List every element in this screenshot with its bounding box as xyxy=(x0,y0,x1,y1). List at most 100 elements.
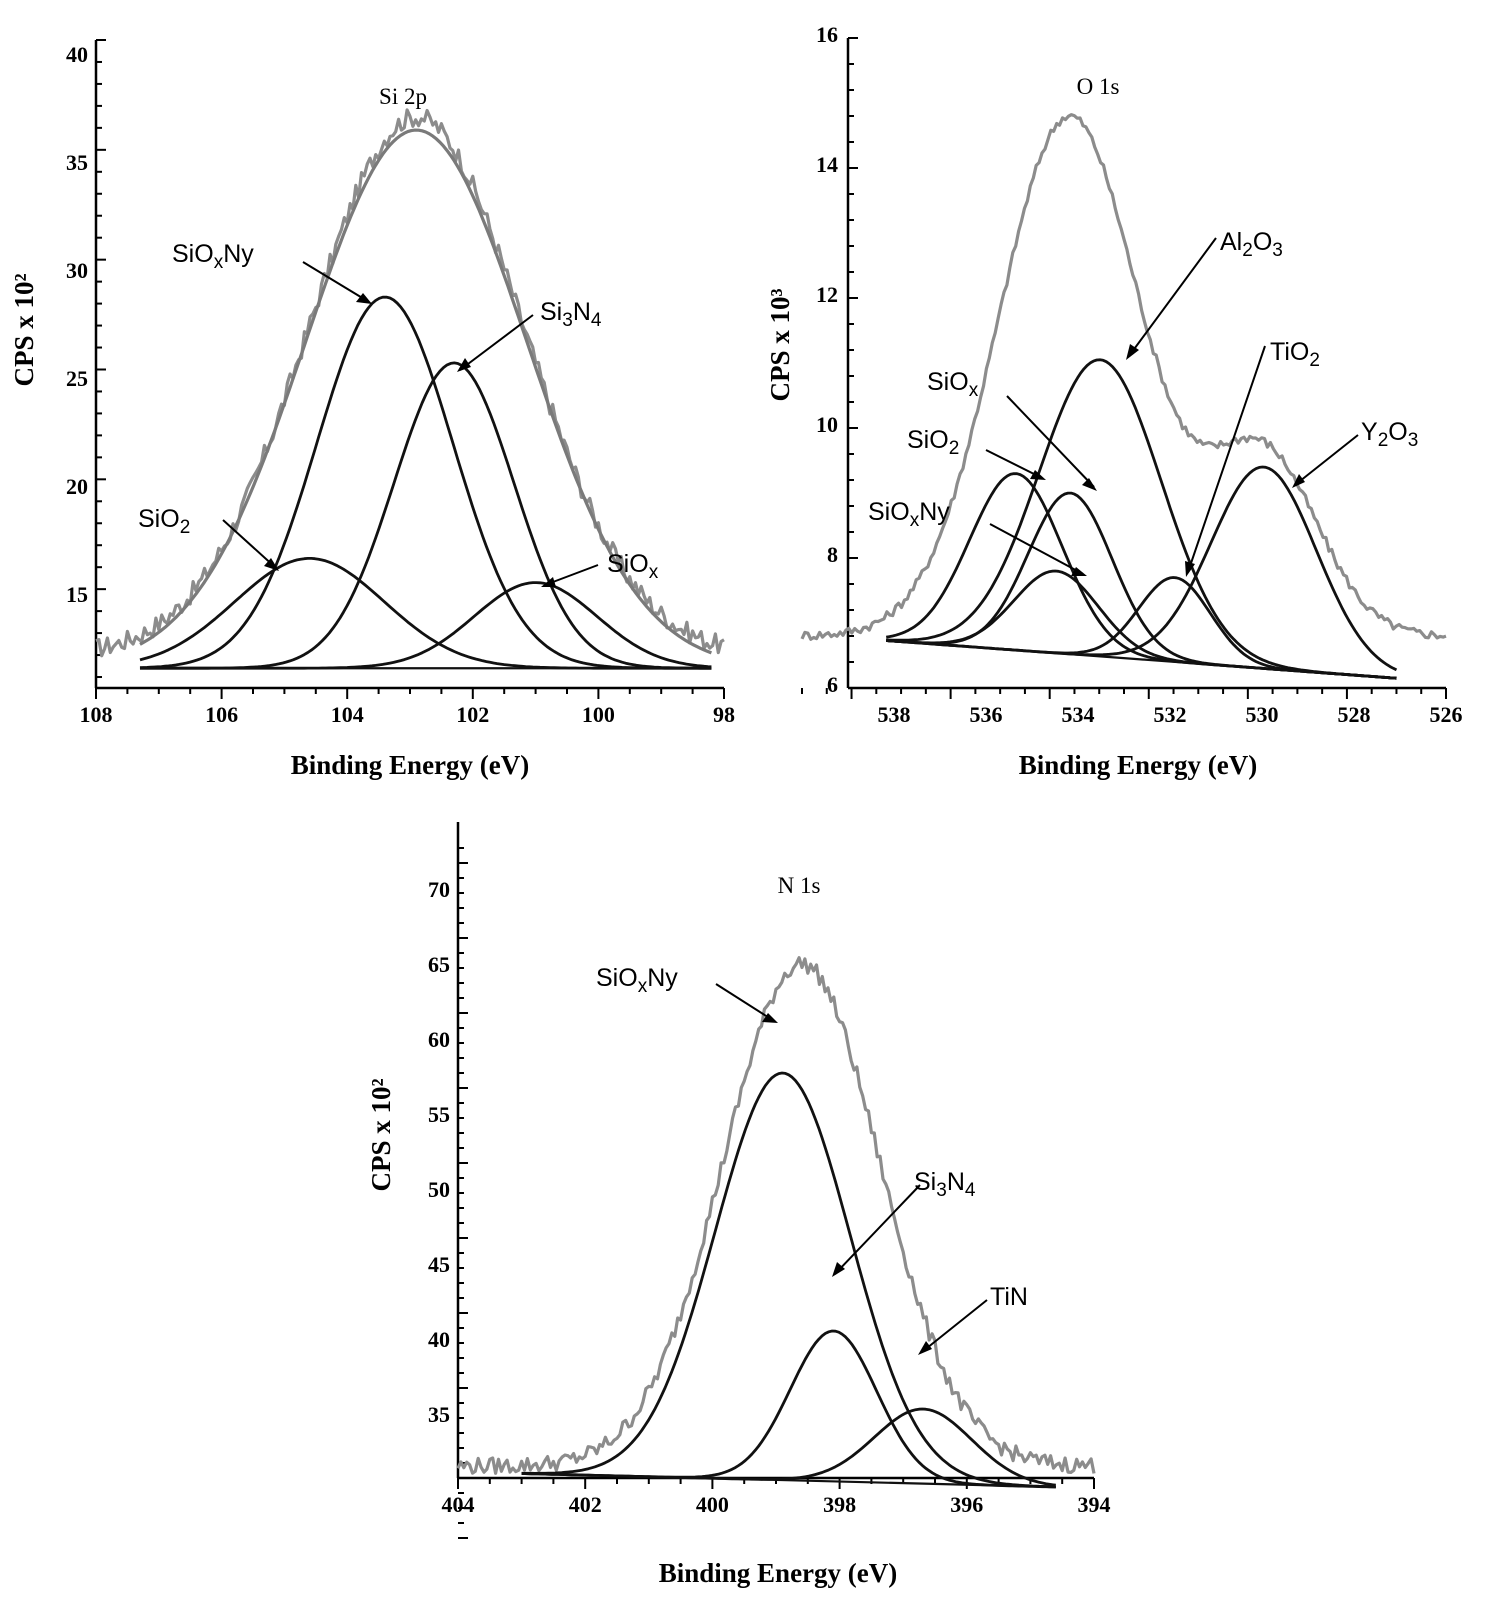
component-peak-tin xyxy=(521,1407,1056,1487)
arrowhead xyxy=(1030,470,1046,480)
n1s-x-axis: 404 402 400 398 396 394 xyxy=(442,1476,1111,1517)
component-peak-sioxny xyxy=(521,1071,1056,1489)
component-peak-si3n4 xyxy=(140,361,712,670)
x-tick-label: 400 xyxy=(696,1492,729,1517)
arrowhead xyxy=(1185,561,1195,577)
annotation-arrow xyxy=(715,983,775,1022)
annotation-al2o3: Al2O3 xyxy=(1220,228,1283,261)
annotation-arrow xyxy=(989,523,1084,575)
y-tick-label: 35 xyxy=(428,1402,450,1427)
arrowhead xyxy=(1126,344,1139,360)
x-tick-label: 404 xyxy=(442,1492,475,1517)
o1s-x-axis-title: Binding Energy (eV) xyxy=(1019,750,1258,780)
component-peak-siox xyxy=(140,581,712,670)
x-tick-label: 536 xyxy=(970,702,1003,727)
annotation-sioxny: SiOxNy xyxy=(596,964,678,997)
annotation-arrow xyxy=(1294,434,1359,486)
x-tick-label: 530 xyxy=(1246,702,1279,727)
x-tick-label: 532 xyxy=(1154,702,1187,727)
annotation-siox: SiOx xyxy=(607,550,659,583)
arrowhead xyxy=(1082,478,1097,491)
si2p-plot-area xyxy=(95,39,725,699)
si2p-x-axis: 108 106 104 102 100 98 xyxy=(80,686,735,727)
o1s-y-axis: 16 14 12 10 8 6 xyxy=(816,22,850,697)
y-tick-label: 70 xyxy=(428,877,450,902)
annotation-sio2: SiO2 xyxy=(907,426,959,459)
annotation-arrow xyxy=(834,1184,921,1275)
o1s-title: O 1s xyxy=(1077,74,1120,99)
arrowhead xyxy=(832,1262,845,1277)
o1s-x-axis: 538 536 534 532 530 528 526 xyxy=(848,686,1463,727)
experimental-spectrum xyxy=(95,108,725,658)
annotation-sioxny: SiOxNy xyxy=(172,240,254,273)
annotation-arrow xyxy=(921,1299,988,1353)
arrowhead xyxy=(918,1341,932,1355)
component-peak-tio2 xyxy=(886,576,1397,680)
n1s-y-axis-title: CPS x 10² xyxy=(366,1078,396,1191)
x-tick-label: 402 xyxy=(569,1492,602,1517)
annotation-siox: SiOx xyxy=(927,368,979,401)
y-tick-label: 8 xyxy=(827,542,838,567)
x-tick-label: 108 xyxy=(80,702,113,727)
n1s-x-axis-title: Binding Energy (eV) xyxy=(659,1558,898,1588)
component-peak-al2o3 xyxy=(886,358,1397,680)
x-tick-label: 526 xyxy=(1430,702,1463,727)
x-tick-label: 538 xyxy=(878,702,911,727)
arrowhead xyxy=(356,293,372,304)
arrowhead xyxy=(457,358,471,372)
n1s-plot-area xyxy=(456,847,1096,1539)
x-tick-label: 398 xyxy=(823,1492,856,1517)
envelope-fit xyxy=(139,128,712,655)
experimental-spectrum xyxy=(800,113,1447,641)
x-tick-label: 394 xyxy=(1078,1492,1111,1517)
n1s-y-axis: 70 65 60 55 50 45 40 35 xyxy=(428,822,460,1478)
annotation-tio2: TiO2 xyxy=(1270,338,1320,371)
component-peak-sioxny xyxy=(886,569,1397,680)
n1s-chart: N 1s 70 65 60 55 50 45 40 35 404 402 400… xyxy=(366,822,1111,1588)
y-tick-label: 35 xyxy=(66,150,88,175)
y-tick-label: 16 xyxy=(816,22,838,47)
y-tick-label: 15 xyxy=(66,582,88,607)
arrowhead xyxy=(264,558,279,571)
x-tick-label: 106 xyxy=(205,702,238,727)
annotation-si3n4: Si3N4 xyxy=(540,298,602,331)
y-tick-label: 30 xyxy=(66,258,88,283)
y-tick-label: 14 xyxy=(816,152,838,177)
x-tick-label: 98 xyxy=(713,702,735,727)
y-tick-label: 40 xyxy=(428,1327,450,1352)
component-peak-siox xyxy=(886,491,1397,680)
o1s-plot-area xyxy=(800,37,1447,699)
arrowhead xyxy=(762,1013,778,1023)
n1s-title: N 1s xyxy=(778,873,821,898)
o1s-annotations: Al2O3 TiO2 SiOx SiO2 SiOxNy Y2O3 xyxy=(868,228,1418,577)
si2p-title: Si 2p xyxy=(379,84,427,109)
y-tick-label: 60 xyxy=(428,1027,450,1052)
component-peak-sioxny xyxy=(139,295,712,670)
si2p-y-axis-title: CPS x 10² xyxy=(9,273,39,386)
annotation-sioxny: SiOxNy xyxy=(868,498,950,531)
arrowhead xyxy=(541,577,556,587)
arrowhead xyxy=(1071,567,1087,576)
annotation-arrow xyxy=(222,519,277,569)
y-tick-label: 50 xyxy=(428,1177,450,1202)
y-tick-label: 6 xyxy=(827,672,838,697)
y-tick-label: 10 xyxy=(816,412,838,437)
annotation-arrow xyxy=(302,261,370,303)
annotation-arrow xyxy=(1128,237,1217,357)
o1s-y-axis-title: CPS x 10³ xyxy=(765,288,795,401)
x-tick-label: 396 xyxy=(950,1492,983,1517)
component-peak-sio2 xyxy=(139,557,712,670)
o1s-chart: O 1s 16 14 12 10 8 6 538 536 534 532 530… xyxy=(765,22,1463,780)
x-tick-label: 100 xyxy=(582,702,615,727)
y-tick-label: 65 xyxy=(428,952,450,977)
y-tick-label: 20 xyxy=(66,474,88,499)
si2p-x-axis-title: Binding Energy (eV) xyxy=(291,750,530,780)
annotation-arrow xyxy=(1006,395,1095,488)
annotation-arrow xyxy=(459,314,534,371)
x-tick-label: 102 xyxy=(456,702,489,727)
x-tick-label: 528 xyxy=(1338,702,1371,727)
n1s-annotations: SiOxNy Si3N4 TiN xyxy=(596,964,1028,1355)
annotation-tin: TiN xyxy=(990,1283,1028,1311)
y-tick-label: 55 xyxy=(428,1102,450,1127)
y-tick-label: 40 xyxy=(66,42,88,67)
